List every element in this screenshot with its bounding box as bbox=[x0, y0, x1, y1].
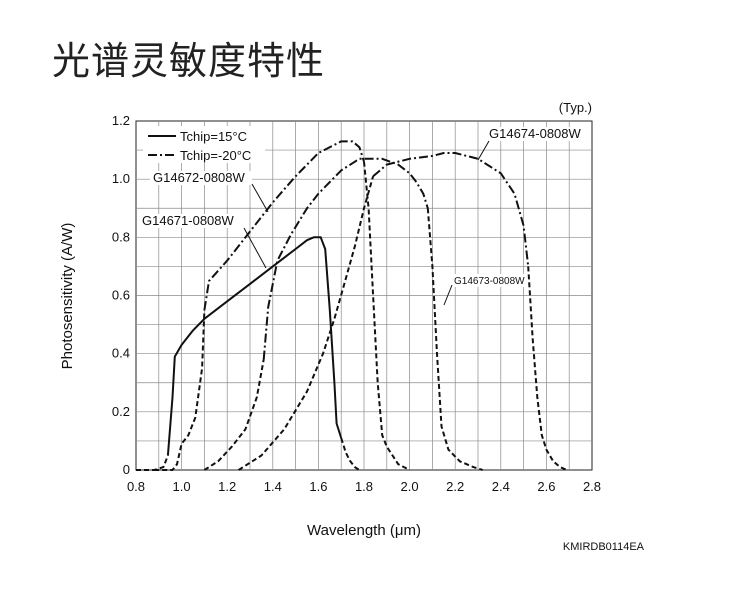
y-tick-label: 1.2 bbox=[112, 113, 130, 128]
chart-curves bbox=[136, 140, 568, 471]
figure-code: KMIRDB0114EA bbox=[563, 541, 645, 553]
page-title: 光谱灵敏度特性 bbox=[52, 39, 326, 83]
series-label-g14672: G14672-0808W bbox=[153, 170, 246, 185]
series-line-dash bbox=[203, 359, 265, 471]
label-bg bbox=[452, 274, 524, 287]
x-axis-label: Wavelength (μm) bbox=[307, 522, 421, 539]
series-line-solid bbox=[166, 236, 343, 456]
series-line-dash-dot bbox=[372, 152, 530, 267]
y-tick-label: 0 bbox=[123, 462, 130, 477]
x-tick-label: 1.6 bbox=[309, 479, 327, 494]
series-g14672-0808w bbox=[154, 140, 411, 471]
leader-g14674 bbox=[477, 140, 490, 161]
series-line-dash bbox=[238, 176, 375, 471]
label-bg bbox=[140, 214, 244, 228]
y-tick-label: 0.8 bbox=[112, 229, 130, 244]
chart-ticks: 0.8 1.0 1.2 1.4 1.6 1.8 2.0 2.2 2.4 2.6 2.8 0 0.2 0.4… bbox=[112, 113, 601, 494]
series-line-dash-dot bbox=[262, 157, 429, 360]
typ-note: (Typ.) bbox=[559, 100, 592, 115]
series-line-dash bbox=[426, 208, 483, 471]
series-g14671-0808w bbox=[136, 236, 360, 471]
series-label-g14671: G14671-0808W bbox=[142, 213, 235, 228]
series-label-g14673: G14673-0808W bbox=[454, 276, 525, 287]
legend-entry-solid: Tchip=15°C bbox=[180, 129, 247, 144]
leader-g14672 bbox=[251, 183, 269, 213]
legend-box bbox=[143, 126, 265, 163]
series-g14674-0808w bbox=[238, 152, 568, 471]
y-tick-label: 0.6 bbox=[112, 288, 130, 303]
series-line-dash bbox=[340, 437, 360, 471]
series-line-dash bbox=[154, 309, 206, 471]
y-tick-label: 0.2 bbox=[112, 404, 130, 419]
y-tick-label: 1.0 bbox=[112, 171, 130, 186]
x-tick-label: 1.2 bbox=[218, 479, 236, 494]
x-tick-label: 2.8 bbox=[583, 479, 601, 494]
label-bg bbox=[150, 171, 252, 185]
legend-entry-dashdot: Tchip=-20°C bbox=[180, 148, 251, 163]
series-labels: G14672-0808W G14671-0808W G14674-0808W G… bbox=[140, 126, 590, 306]
x-tick-label: 2.0 bbox=[401, 479, 419, 494]
series-line-dash bbox=[136, 455, 169, 471]
x-tick-label: 1.4 bbox=[264, 479, 282, 494]
x-tick-label: 0.8 bbox=[127, 479, 145, 494]
series-g14673-0808w bbox=[203, 157, 483, 471]
series-line-dash bbox=[527, 266, 568, 471]
y-tick-label: 0.4 bbox=[112, 346, 130, 361]
x-tick-label: 1.8 bbox=[355, 479, 373, 494]
y-axis-label: Photosensitivity (A/W) bbox=[59, 223, 76, 370]
x-tick-label: 2.2 bbox=[446, 479, 464, 494]
series-line-dash-dot bbox=[203, 140, 365, 311]
x-tick-label: 2.4 bbox=[492, 479, 510, 494]
leader-g14673 bbox=[443, 284, 453, 306]
leader-g14671 bbox=[243, 227, 267, 269]
x-tick-label: 1.0 bbox=[173, 479, 191, 494]
label-bg bbox=[486, 127, 590, 141]
series-label-g14674: G14674-0808W bbox=[489, 126, 582, 141]
x-tick-label: 2.6 bbox=[537, 479, 555, 494]
legend: Tchip=15°C Tchip=-20°C bbox=[143, 126, 265, 163]
